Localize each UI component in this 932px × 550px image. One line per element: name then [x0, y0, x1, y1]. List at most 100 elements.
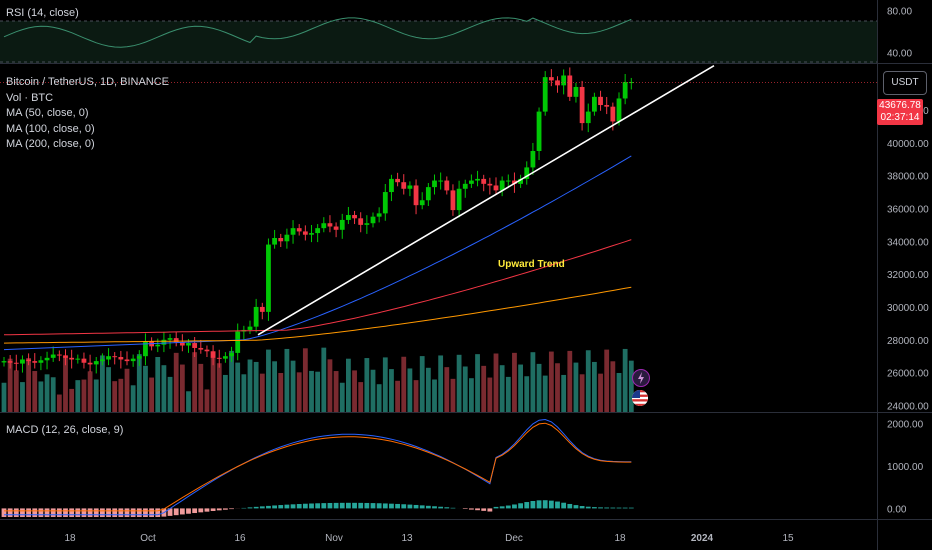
- volume-bar: [229, 350, 234, 412]
- candle-body: [536, 111, 542, 151]
- price-axis-label: 38000.00: [887, 172, 929, 183]
- candle-body: [87, 362, 93, 365]
- candle-body: [179, 342, 185, 346]
- volume-bar: [382, 357, 388, 412]
- macd-histogram-bar: [567, 503, 573, 509]
- volume-bar: [505, 376, 511, 412]
- candle-body: [167, 338, 173, 340]
- time-axis-label: 18: [614, 533, 626, 544]
- candle-body: [382, 192, 388, 214]
- volume-bar: [179, 364, 185, 412]
- candle-body: [7, 361, 13, 363]
- volume-bar: [493, 353, 499, 412]
- volume-bar: [284, 348, 290, 412]
- candle-body: [143, 341, 148, 357]
- macd-histogram-bar: [616, 507, 622, 509]
- volume-bar: [352, 370, 357, 412]
- macd-histogram-bar: [512, 504, 517, 509]
- volume-bar: [106, 367, 111, 412]
- macd-histogram-bar: [376, 503, 382, 509]
- lightning-icon[interactable]: [632, 369, 650, 387]
- candle-body: [321, 223, 327, 229]
- candle-body: [561, 75, 567, 86]
- price-axis-label: 40000.00: [887, 139, 929, 150]
- volume-bar: [628, 360, 634, 412]
- ma100-legend[interactable]: MA (100, close, 0): [6, 122, 95, 135]
- candle-body: [253, 306, 259, 327]
- price-axis-label: 32000.00: [887, 270, 929, 281]
- candle-body: [604, 105, 610, 107]
- volume-bar: [315, 371, 321, 412]
- candle-body: [505, 180, 511, 182]
- candle-body: [309, 233, 314, 235]
- candle-body: [38, 360, 44, 363]
- volume-bar: [186, 391, 191, 412]
- macd-histogram-bar: [382, 503, 388, 509]
- volume-bar: [278, 373, 284, 412]
- macd-histogram-bar: [136, 508, 142, 517]
- macd-histogram-bar: [401, 504, 407, 509]
- candle-body: [499, 180, 505, 191]
- macd-histogram-bar: [610, 507, 616, 509]
- volume-bar: [487, 377, 493, 412]
- macd-histogram-bar: [327, 502, 333, 509]
- candle-body: [419, 200, 425, 206]
- volume-bar: [512, 352, 517, 412]
- volume-bar: [130, 385, 136, 412]
- volume-bar: [530, 352, 536, 412]
- volume-bar: [395, 380, 400, 412]
- volume-bar: [536, 363, 542, 412]
- volume-bar: [364, 358, 370, 412]
- candle-body: [622, 82, 628, 99]
- candle-body: [278, 238, 284, 242]
- candle-body: [106, 356, 111, 360]
- ma50-line: [3, 155, 632, 351]
- volume-bar: [585, 350, 591, 412]
- candle-body: [518, 178, 523, 184]
- volume-bar: [425, 367, 431, 412]
- candle-body: [259, 306, 265, 312]
- candle-body: [100, 359, 105, 362]
- macd-histogram-bar: [186, 508, 191, 514]
- volume-bar: [44, 374, 50, 412]
- symbol-title[interactable]: Bitcoin / TetherUS, 1D, BINANCE: [6, 76, 170, 88]
- chart-legend: Bitcoin / TetherUS, 1D, BINANCE Vol · BT…: [6, 75, 169, 153]
- candle-body: [229, 352, 234, 357]
- volume-bar: [112, 381, 118, 412]
- macd-axis-label: 2000.00: [887, 420, 924, 431]
- macd-histogram-bar: [93, 508, 99, 517]
- price-axis-label: 28000.00: [887, 336, 929, 347]
- us-flag-icon[interactable]: [632, 390, 648, 406]
- candle-body: [401, 182, 407, 189]
- time-axis-label: 2024: [691, 533, 714, 544]
- volume-bar: [469, 378, 474, 412]
- macd-label: MACD (12, 26, close, 9): [6, 424, 124, 436]
- ma200-legend[interactable]: MA (200, close, 0): [6, 138, 95, 150]
- macd-histogram-bar: [75, 508, 81, 517]
- macd-axis-label: 1000.00: [887, 462, 924, 473]
- currency-button[interactable]: USDT: [883, 71, 927, 95]
- time-axis-label: Dec: [505, 533, 523, 544]
- volume-bar: [444, 367, 450, 412]
- macd-histogram-bar: [112, 508, 118, 517]
- macd-histogram-bar: [339, 502, 345, 509]
- candle-body: [481, 178, 487, 184]
- macd-histogram-bar: [548, 500, 554, 509]
- candle-body: [567, 75, 573, 97]
- volume-bar: [475, 354, 480, 412]
- last-price: 43676.78: [879, 100, 921, 111]
- volume-bar: [573, 362, 579, 412]
- volume-legend[interactable]: Vol · BTC: [6, 91, 54, 104]
- ma50-legend[interactable]: MA (50, close, 0): [6, 107, 89, 119]
- macd-histogram-bar: [7, 508, 13, 517]
- candle-body: [487, 183, 493, 186]
- volume-bar: [259, 373, 265, 412]
- candle-body: [462, 183, 468, 189]
- macd-histogram-bar: [87, 508, 93, 517]
- candle-body: [315, 228, 321, 234]
- macd-histogram-bar: [475, 508, 480, 511]
- macd-histogram-bar: [69, 508, 75, 517]
- volume-bar: [333, 371, 339, 412]
- upward-trend-label: Upward Trend: [498, 259, 565, 270]
